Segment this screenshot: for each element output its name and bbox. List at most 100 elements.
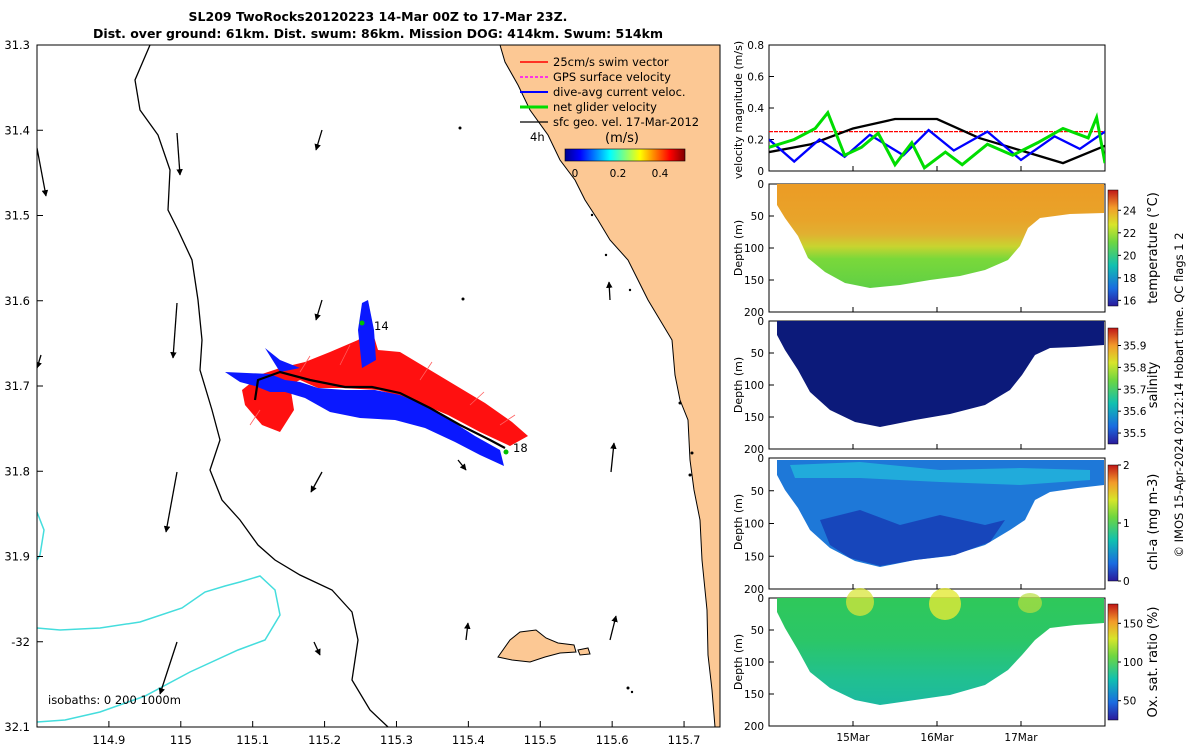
- legend-label-gps: GPS surface velocity: [553, 70, 671, 84]
- colorbar-tick-label: 35.8: [1123, 362, 1146, 374]
- chla-panel: Depth (m) chl-a (mg m-3): [732, 457, 1161, 590]
- velocity-y-tick-label: 0.4: [747, 103, 764, 115]
- glider-track: [253, 370, 506, 449]
- map-y-tick-label: 31.3: [4, 38, 30, 52]
- depth-tick-label: 150: [744, 275, 764, 287]
- depth-tick-label: 100: [744, 243, 764, 255]
- velocity-series: [769, 109, 1105, 171]
- depth-tick-label: 50: [751, 348, 764, 360]
- depth-tick-label: 150: [744, 412, 764, 424]
- oxygen-high-patch: [929, 588, 961, 620]
- depth-tick-label: 200: [744, 721, 764, 733]
- map-x-tick-label: 115.4: [452, 733, 485, 747]
- temperature-colorbar: [1107, 189, 1119, 307]
- map-x-axis: 114.9 115 115.1 115.2 115.3 115.4 115.5 115.6 11…: [92, 721, 701, 747]
- swim-vectors: [242, 330, 528, 446]
- land-mainland: [499, 45, 720, 727]
- colorbar-tick-label: 150: [1123, 618, 1143, 630]
- colorbar-tick-label: 35.6: [1123, 406, 1147, 418]
- colorbar-tick-label: 35.7: [1123, 384, 1146, 396]
- temperature-panel: Depth (m) temperature (°C): [732, 183, 1161, 313]
- track-end-marker: [503, 449, 509, 455]
- depth-tick-label: 150: [744, 689, 764, 701]
- map-x-tick-label: 115.2: [308, 733, 341, 747]
- map-x-tick-label: 115.6: [596, 733, 629, 747]
- map-x-tick-label: 115: [170, 733, 192, 747]
- island-small: [577, 647, 591, 656]
- speed-colorbar: [564, 148, 686, 162]
- colorbar-tick-label: 2: [1123, 460, 1130, 472]
- oxygen-depth-label: Depth (m): [732, 634, 745, 690]
- colorbar-tick-label: 100: [1123, 657, 1143, 669]
- depth-tick-label: 100: [744, 657, 764, 669]
- velocity-y-axis: 0 0.2 0.4 0.6 0.8: [747, 40, 774, 178]
- marker-label-18: 18: [513, 441, 528, 455]
- depth-tick-label: 0: [757, 593, 764, 605]
- velocity-y-tick-label: 0.2: [747, 135, 764, 147]
- salinity-depth-label: Depth (m): [732, 357, 745, 413]
- oxygen-colorbar: [1107, 603, 1119, 721]
- legend-label-current: dive-avg current veloc.: [553, 85, 686, 99]
- oxygen-panel: Depth (m) Ox. sat. ratio (%): [732, 588, 1161, 727]
- legend-label-swim: 25cm/s swim vector: [553, 55, 669, 69]
- colorbar-tick-label: 1: [1123, 518, 1130, 530]
- map-x-tick-label: 115.3: [380, 733, 413, 747]
- isobath-200: [134, 45, 389, 727]
- depth-tick-label: 0: [757, 179, 764, 191]
- salinity-colorbar: [1107, 327, 1119, 445]
- chla-colorbar: [1107, 464, 1119, 582]
- colorbar-tick-label: 16: [1123, 295, 1137, 307]
- salinity-field: [777, 321, 1104, 427]
- map-y-tick-label: 31.9: [4, 550, 30, 564]
- section-axes: 050100150200161820222405010015020035.535…: [744, 179, 1147, 733]
- chart-title: SL209 TwoRocks20120223 14-Mar 00Z to 17-…: [189, 9, 568, 24]
- map-x-tick-label: 115.5: [524, 733, 557, 747]
- oxygen-field: [777, 598, 1104, 705]
- time-tick-label: 17Mar: [1004, 732, 1038, 744]
- time-tick-label: 15Mar: [836, 732, 870, 744]
- track-start-marker: [359, 320, 365, 326]
- geo-velocity-arrows: [37, 129, 618, 695]
- colorbar-tick-label: 35.9: [1123, 341, 1146, 353]
- velocity-series-2: [769, 128, 1105, 164]
- colorbar-tick-label: 35.5: [1123, 428, 1146, 440]
- map-y-tick-label: -32: [11, 635, 30, 649]
- map-y-tick-label: 31.4: [4, 123, 30, 137]
- map-y-tick-label: 31.7: [4, 379, 30, 393]
- depth-tick-label: 50: [751, 211, 764, 223]
- time-axis: 15Mar 16Mar 17Mar: [836, 166, 1038, 744]
- depth-tick-label: 0: [757, 453, 764, 465]
- map-x-tick-label: 115.1: [236, 733, 269, 747]
- depth-tick-label: 200: [744, 307, 764, 319]
- colorbar-tick-label: 24: [1123, 205, 1137, 217]
- temperature-depth-label: Depth (m): [732, 220, 745, 276]
- map-legend: 25cm/s swim vector GPS surface velocity …: [520, 55, 699, 180]
- chla-depth-label: Depth (m): [732, 494, 745, 550]
- map-x-tick-label: 115.7: [668, 733, 701, 747]
- oxygen-high-patch: [1018, 593, 1042, 613]
- marker-label-14: 14: [374, 319, 389, 333]
- map-y-tick-label: 31.8: [4, 464, 30, 478]
- temperature-field: [777, 184, 1104, 288]
- colorbar-tick-2: 0.4: [652, 168, 669, 180]
- map-y-axis: 31.3 31.4 31.5 31.6 31.7 31.8 31.9 -32 32.1: [4, 38, 43, 734]
- temperature-colorbar-label: temperature (°C): [1146, 192, 1161, 304]
- colorbar-tick-0: 0: [572, 168, 579, 180]
- map-y-tick-label: 32.1: [4, 720, 30, 734]
- depth-tick-label: 100: [744, 380, 764, 392]
- colorbar-tick-label: 18: [1123, 273, 1136, 285]
- chla-colorbar-label: chl-a (mg m-3): [1146, 474, 1161, 571]
- velocity-y-tick-label: 0.8: [747, 40, 764, 52]
- map-x-tick-label: 114.9: [92, 733, 125, 747]
- velocity-y-tick-label: 0: [757, 166, 764, 178]
- depth-tick-label: 200: [744, 584, 764, 596]
- salinity-panel: Depth (m) salinity: [732, 320, 1161, 450]
- isobath-1000: [37, 511, 281, 723]
- colorbar-unit: (m/s): [605, 131, 639, 146]
- oxygen-high-patch: [846, 588, 874, 616]
- scale-label: 4h: [530, 130, 545, 144]
- colorbar-tick-label: 0: [1123, 576, 1130, 588]
- rottnest-island: [497, 629, 577, 663]
- depth-tick-label: 100: [744, 519, 764, 531]
